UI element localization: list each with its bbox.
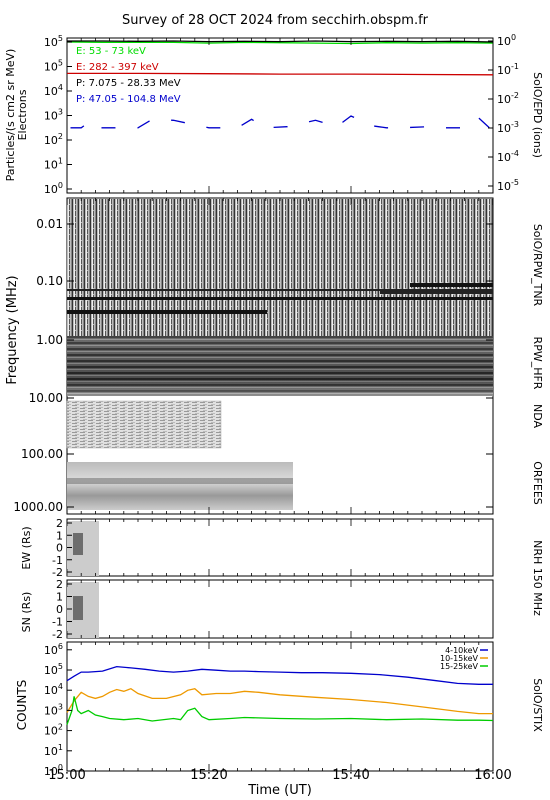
nrh-ew-panel: 210-1-2 EW (Rs) bbox=[20, 517, 494, 579]
epd-series-group bbox=[66, 40, 494, 129]
epd-y-tick-5: 105 bbox=[44, 59, 63, 74]
nrh-ew-y-ticks: 210-1-2 bbox=[52, 517, 72, 579]
x-tick-label-0: 15:00 bbox=[48, 768, 85, 783]
nrh-sn-frame bbox=[66, 579, 494, 639]
spectrogram-y-tick-5: 1000.00 bbox=[13, 500, 63, 514]
nrh-sn-panel: 210-1-2 SN (Rs) NRH 150 MHz bbox=[20, 540, 544, 641]
nrh-ew-y-tick-4: -2 bbox=[52, 566, 63, 579]
epd-y-tick-2: 102 bbox=[44, 132, 63, 147]
epd-right-tick-4: 10-1 bbox=[497, 62, 519, 77]
spectrogram-y-tick-2: 1.00 bbox=[36, 333, 63, 347]
stix-y-tick-2: 102 bbox=[44, 723, 63, 738]
tnr-band-5 bbox=[380, 291, 493, 294]
epd-right-tick-0: 10-5 bbox=[497, 178, 519, 193]
epd-right-ticks: 10-5 10-4 10-3 10-2 10-1 100 bbox=[488, 33, 519, 193]
tnr-heatmap bbox=[67, 199, 493, 336]
tnr-band-2 bbox=[67, 297, 493, 300]
epd-legend-item-2: P: 7.075 - 28.33 MeV bbox=[76, 78, 181, 89]
nda-right-label: NDA bbox=[531, 404, 544, 429]
stix-ylabel: COUNTS bbox=[15, 680, 29, 731]
nrh-sn-ylabel: SN (Rs) bbox=[20, 592, 33, 633]
spectrogram-y-tick-1: 0.10 bbox=[36, 274, 63, 288]
nrh-sn-y-tick-1: 1 bbox=[56, 591, 63, 604]
orfees-heatmap bbox=[67, 462, 293, 510]
stix-y-tick-1: 101 bbox=[44, 743, 63, 758]
nrh-ew-frame bbox=[66, 518, 494, 577]
x-tick-label-1: 15:20 bbox=[190, 768, 227, 783]
nrh-sn-y-tick-4: -2 bbox=[52, 628, 63, 641]
epd-ylabel: Particles/(s cm2 sr MeV) bbox=[4, 49, 17, 182]
nrh-ew-ylabel: EW (Rs) bbox=[20, 526, 33, 569]
nrh-ew-y-tick-1: 1 bbox=[56, 529, 63, 542]
stix-y-tick-3: 103 bbox=[44, 702, 63, 717]
tnr-band-3 bbox=[67, 310, 267, 314]
stix-y-tick-4: 104 bbox=[44, 682, 63, 697]
epd-legend-item-1: E: 282 - 397 keV bbox=[76, 62, 159, 73]
nrh-ew-y-tick-3: -1 bbox=[52, 554, 63, 567]
tnr-band-4 bbox=[410, 283, 493, 287]
spectrogram-panel: 0.01 0.10 1.00 10.00 100.00 1000.00 Frequency… bbox=[5, 197, 544, 515]
x-axis-label: Time (UT) bbox=[247, 783, 312, 798]
epd-right-tick-5: 100 bbox=[497, 33, 516, 48]
tnr-right-label: SolO/RPW_TNR bbox=[531, 224, 544, 307]
nrh-ew-y-tick-2: 0 bbox=[56, 542, 63, 555]
epd-series-3 bbox=[70, 115, 490, 129]
nrh-sn-y-tick-2: 0 bbox=[56, 603, 63, 616]
stix-legend-item-1: 10-15keV bbox=[440, 654, 479, 663]
stix-legend-item-0: 4-10keV bbox=[445, 646, 478, 655]
stix-right-label: SolO/STIX bbox=[531, 678, 544, 732]
epd-legend: E: 53 - 73 keV E: 282 - 397 keV P: 7.075 -… bbox=[76, 46, 181, 105]
stix-series-group bbox=[66, 665, 494, 725]
hfr-shade bbox=[67, 336, 493, 396]
tnr-band-1 bbox=[67, 289, 493, 291]
epd-y-tick-4: 104 bbox=[44, 83, 63, 98]
nrh-right-label: NRH 150 MHz bbox=[531, 540, 544, 616]
nrh-sn-y-ticks: 210-1-2 bbox=[52, 578, 72, 641]
nrh-sn-source bbox=[73, 596, 83, 620]
epd-ylabel2: Electrons bbox=[16, 89, 29, 140]
stix-frame bbox=[66, 641, 494, 772]
stix-series-0 bbox=[66, 665, 493, 685]
x-axis-ticks: 15:00 15:20 15:40 16:00 bbox=[48, 38, 512, 783]
epd-series-0 bbox=[66, 41, 494, 45]
chart-title: Survey of 28 OCT 2024 from secchirh.obsp… bbox=[122, 13, 429, 28]
nrh-ew-source bbox=[73, 533, 83, 555]
epd-right-tick-1: 10-4 bbox=[497, 149, 519, 164]
epd-y-tick-0: 100 bbox=[44, 181, 63, 196]
epd-series-1 bbox=[67, 72, 494, 76]
epd-y-tick-1: 101 bbox=[44, 157, 63, 172]
epd-right-tick-3: 10-2 bbox=[497, 91, 519, 106]
nrh-sn-y-tick-3: -1 bbox=[52, 616, 63, 629]
nrh-sn-y-tick-0: 2 bbox=[56, 578, 63, 591]
epd-y-tick-3: 103 bbox=[44, 108, 63, 123]
epd-legend-item-3: P: 47.05 - 104.8 MeV bbox=[76, 94, 181, 105]
stix-series-2 bbox=[66, 696, 494, 725]
spectrogram-y-tick-0: 0.01 bbox=[36, 217, 63, 231]
spectrogram-ylabel: Frequency (MHz) bbox=[5, 275, 20, 384]
spectrogram-y-tick-4: 100.00 bbox=[21, 447, 63, 461]
spectrogram-y-ticks: 0.01 0.10 1.00 10.00 100.00 1000.00 bbox=[13, 217, 493, 514]
hfr-right-label: RPW_HFR bbox=[531, 337, 544, 390]
epd-frame bbox=[66, 37, 494, 194]
stix-legend-item-2: 15-25keV bbox=[440, 662, 479, 671]
stix-series-1 bbox=[66, 687, 493, 715]
epd-panel: E: 53 - 73 keV E: 282 - 397 keV P: 7.075 -… bbox=[4, 33, 544, 196]
nrh-ew-y-tick-0: 2 bbox=[56, 517, 63, 530]
stix-y-tick-5: 105 bbox=[44, 662, 63, 677]
x-tick-label-2: 15:40 bbox=[332, 768, 369, 783]
orfees-right-label: ORFEES bbox=[531, 461, 544, 505]
epd-legend-item-0: E: 53 - 73 keV bbox=[76, 46, 146, 57]
epd-series-2 bbox=[67, 40, 494, 43]
epd-right-label: SolO/EPD (ions) bbox=[531, 72, 544, 158]
nda-heatmap bbox=[66, 400, 222, 449]
epd-right-tick-2: 10-3 bbox=[497, 120, 519, 135]
stix-y-tick-6: 106 bbox=[44, 642, 63, 657]
epd-y-tick-6: 105 bbox=[44, 34, 63, 49]
orfees-band bbox=[67, 478, 293, 484]
spectrogram-y-tick-3: 10.00 bbox=[29, 391, 63, 405]
x-tick-label-3: 16:00 bbox=[474, 768, 511, 783]
